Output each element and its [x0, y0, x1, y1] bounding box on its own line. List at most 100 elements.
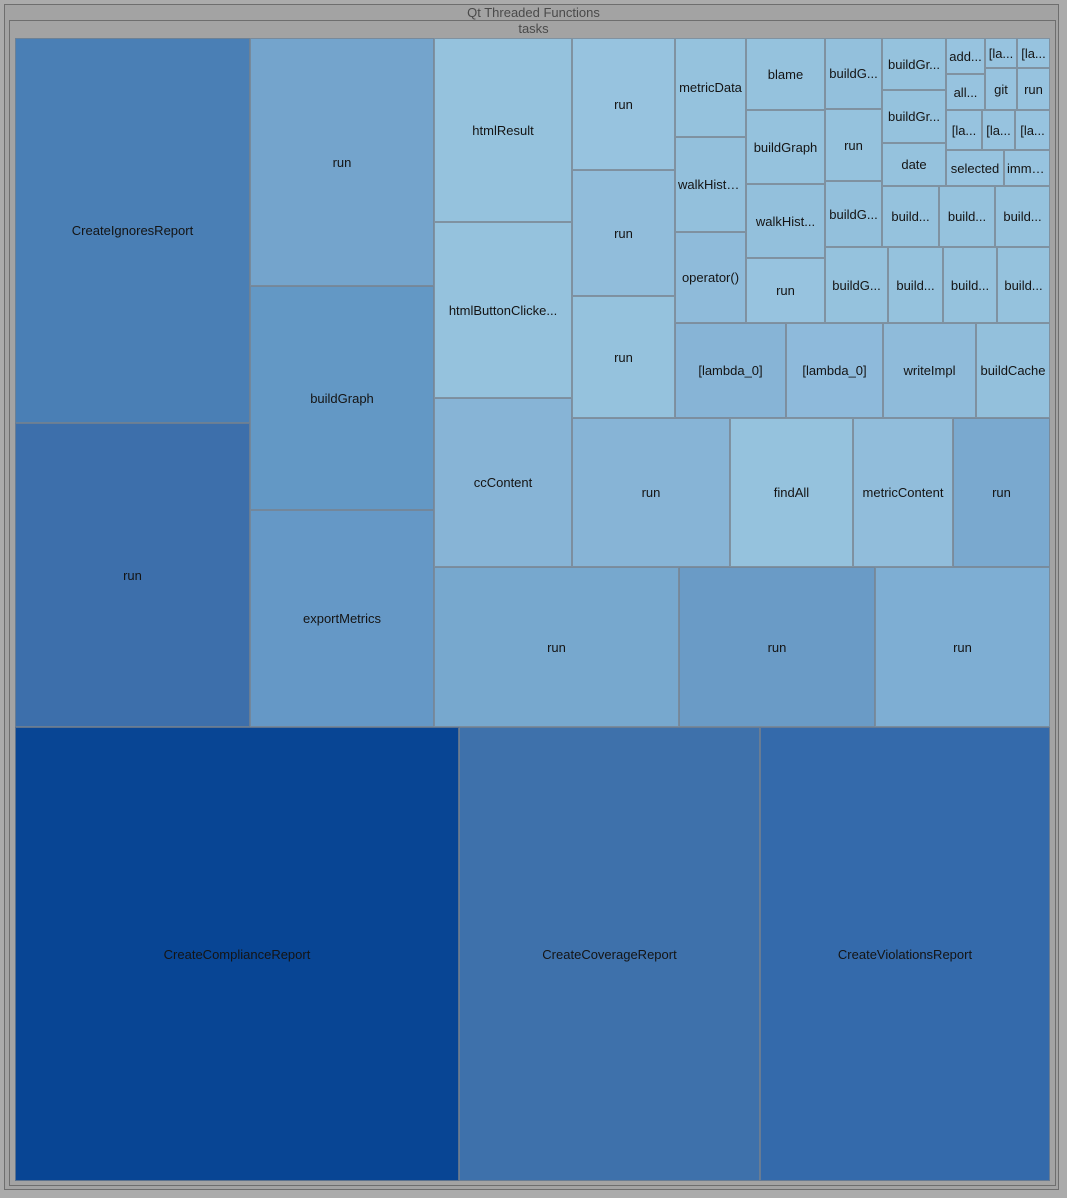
treemap-cell[interactable]: buildG...: [825, 181, 882, 247]
treemap-cell[interactable]: [lambda_0]: [675, 323, 786, 418]
treemap-cell[interactable]: [lambda_0]: [786, 323, 883, 418]
treemap-cell-label: buildG...: [829, 206, 878, 222]
treemap-cell-label: walkHist...: [755, 213, 816, 229]
treemap-cell-label: build...: [891, 209, 930, 224]
treemap-cell[interactable]: build...: [997, 247, 1050, 323]
treemap-cell-label: imme...: [1007, 160, 1049, 176]
treemap-cell[interactable]: buildGraph: [250, 286, 434, 510]
treemap-cell[interactable]: metricData: [675, 38, 746, 137]
treemap-cell[interactable]: run: [572, 418, 730, 567]
treemap-cell[interactable]: [la...: [1015, 110, 1050, 150]
treemap-cell[interactable]: run: [15, 423, 250, 727]
treemap-cell-label: metricData: [679, 80, 742, 95]
treemap-cell[interactable]: git: [985, 68, 1017, 110]
treemap-cell[interactable]: build...: [943, 247, 997, 323]
treemap-cell-label: build...: [1003, 209, 1042, 224]
treemap-cell[interactable]: add...: [946, 38, 985, 74]
treemap-cell[interactable]: run: [679, 567, 875, 727]
treemap-cell[interactable]: findAll: [730, 418, 853, 567]
treemap-cell-label: run: [767, 639, 787, 655]
treemap-cell-label: metricContent: [862, 485, 944, 500]
treemap-cell[interactable]: exportMetrics: [250, 510, 434, 727]
treemap-cell[interactable]: [la...: [985, 38, 1017, 68]
treemap-cell[interactable]: run: [250, 38, 434, 286]
treemap-cell-label: [lambda_0]: [802, 363, 867, 378]
treemap-cell[interactable]: CreateIgnoresReport: [15, 38, 250, 423]
treemap-cell[interactable]: run: [746, 258, 825, 323]
treemap-cell[interactable]: walkHist...: [746, 184, 825, 258]
treemap-cell[interactable]: run: [572, 296, 675, 418]
treemap-cell-label: blame: [767, 66, 804, 82]
treemap-cell-label: buildG...: [829, 66, 878, 81]
treemap-cell[interactable]: build...: [882, 186, 939, 247]
treemap-cell-label: [lambda_0]: [698, 363, 763, 378]
treemap-cell-label: buildG...: [832, 277, 881, 293]
treemap-cell[interactable]: CreateViolationsReport: [760, 727, 1050, 1181]
treemap-cell[interactable]: [la...: [982, 110, 1015, 150]
treemap-cell[interactable]: run: [875, 567, 1050, 727]
treemap-cell-label: [la...: [986, 122, 1011, 138]
treemap-cell[interactable]: CreateCoverageReport: [459, 727, 760, 1181]
treemap-cell[interactable]: buildCache: [976, 323, 1050, 418]
treemap-cell-label: buildGr...: [887, 56, 941, 72]
treemap-cell[interactable]: build...: [995, 186, 1050, 247]
treemap-cell-label: exportMetrics: [302, 611, 382, 626]
treemap-cell-label: run: [614, 96, 633, 112]
treemap-cell[interactable]: walkHistory: [675, 137, 746, 232]
treemap-cell[interactable]: htmlButtonClicke...: [434, 222, 572, 398]
treemap-cell-label: CreateCoverageReport: [542, 946, 677, 962]
treemap-cell-label: git: [994, 81, 1008, 97]
treemap-cell-label: [la...: [988, 45, 1014, 61]
treemap-cell[interactable]: buildGraph: [746, 110, 825, 184]
treemap-cell[interactable]: selected: [946, 150, 1004, 186]
treemap-cell[interactable]: blame: [746, 38, 825, 110]
treemap-cell-label: [la...: [951, 122, 977, 138]
treemap-cell[interactable]: run: [572, 170, 675, 296]
treemap-cell[interactable]: [la...: [946, 110, 982, 150]
treemap-cell[interactable]: build...: [888, 247, 943, 323]
treemap-cell-label: operator(): [681, 270, 740, 285]
treemap-cell[interactable]: writeImpl: [883, 323, 976, 418]
treemap-cell[interactable]: CreateComplianceReport: [15, 727, 459, 1181]
treemap-cell[interactable]: all...: [946, 74, 985, 110]
treemap-cell-label: htmlResult: [472, 122, 534, 138]
treemap-cell-label: run: [123, 567, 142, 583]
treemap-cell-label: add...: [949, 48, 982, 64]
treemap-cell-label: run: [614, 349, 633, 365]
treemap-cell[interactable]: date: [882, 143, 946, 186]
treemap-cell-label: all...: [953, 84, 978, 100]
treemap-cell-label: date: [901, 157, 927, 172]
treemap-cell-label: selected: [950, 160, 1000, 176]
treemap-cell-label: build...: [947, 209, 987, 224]
treemap-cell-label: findAll: [773, 485, 810, 500]
treemap-cell[interactable]: buildG...: [825, 38, 882, 109]
treemap-cell-label: run: [641, 485, 661, 500]
treemap-cell[interactable]: run: [825, 109, 882, 181]
treemap-cell[interactable]: run: [1017, 68, 1050, 110]
treemap-cell-label: build...: [896, 277, 935, 293]
treemap-cell[interactable]: buildGr...: [882, 38, 946, 90]
treemap-cell[interactable]: [la...: [1017, 38, 1050, 68]
treemap-cell[interactable]: run: [572, 38, 675, 170]
treemap-cell[interactable]: run: [434, 567, 679, 727]
treemap-cell-label: run: [332, 154, 352, 170]
treemap-cell[interactable]: metricContent: [853, 418, 953, 567]
treemap-cell[interactable]: imme...: [1004, 150, 1050, 186]
treemap-cell[interactable]: run: [953, 418, 1050, 567]
tasks-container: [9, 20, 1056, 1186]
treemap-cell[interactable]: htmlResult: [434, 38, 572, 222]
treemap-cell-label: CreateIgnoresReport: [71, 223, 194, 238]
treemap-cell[interactable]: operator(): [675, 232, 746, 323]
treemap-cell-label: writeImpl: [903, 363, 956, 378]
treemap-cell[interactable]: buildG...: [825, 247, 888, 323]
treemap-cell[interactable]: build...: [939, 186, 995, 247]
treemap-cell-label: ccContent: [473, 475, 533, 490]
treemap-cell-label: CreateComplianceReport: [163, 946, 311, 962]
treemap-cell[interactable]: ccContent: [434, 398, 572, 567]
root-label: tasks: [518, 21, 549, 36]
treemap-cell[interactable]: buildGr...: [882, 90, 946, 143]
treemap-cell-label: run: [953, 639, 972, 655]
treemap-cell-label: build...: [950, 277, 990, 293]
treemap-cell-label: run: [547, 639, 566, 655]
